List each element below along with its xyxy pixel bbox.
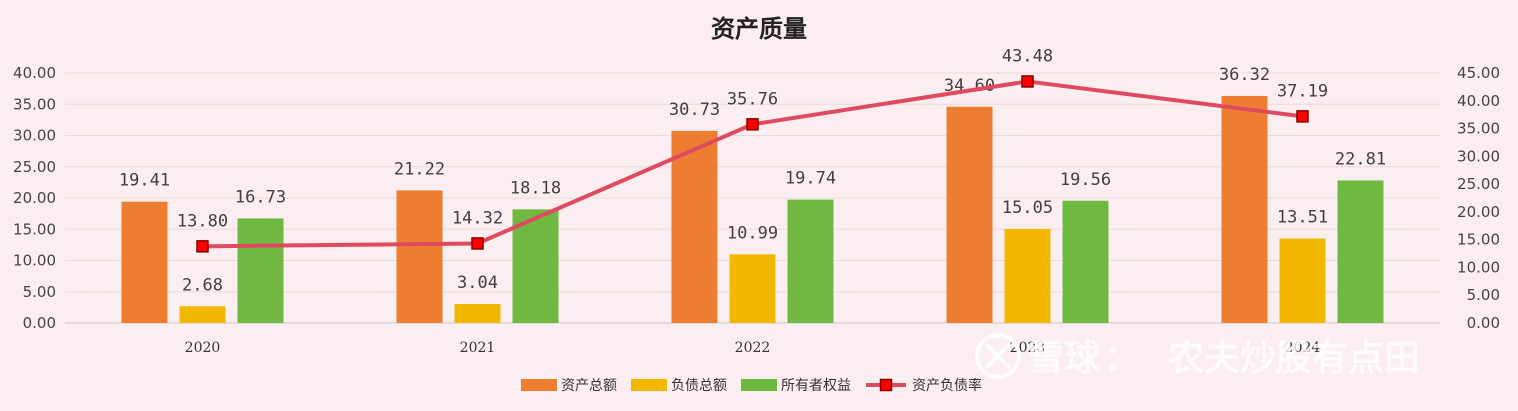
bar-data-label: 18.18 [510,178,561,198]
bar-data-label: 2.68 [182,275,223,295]
category-label: 2022 [735,340,771,356]
legend-label: 所有者权益 [781,378,851,394]
bar-data-label: 10.99 [727,223,778,243]
legend-marker [879,378,893,392]
bar-data-label: 19.41 [119,171,170,191]
bar [1062,200,1109,323]
right-tick-label: 30.00 [1457,147,1500,165]
bar [1221,96,1268,323]
watermark: 雪球 ： 农夫炒股有点田 [975,333,1420,379]
left-tick-label: 20.00 [13,189,56,207]
right-tick-label: 25.00 [1457,175,1500,193]
bar-data-label: 19.56 [1060,170,1111,190]
bar-data-label: 36.32 [1219,65,1270,85]
bar-data-label: 13.51 [1277,208,1328,228]
bar-data-label: 21.22 [394,159,445,179]
bar [729,254,776,323]
legend-label: 资产总额 [561,378,617,394]
bar [1337,180,1384,323]
bar-data-label: 19.74 [785,169,836,189]
line-point [1296,110,1309,123]
category-label: 2021 [460,340,496,356]
bar [237,218,284,323]
left-tick-label: 25.00 [13,158,56,176]
ratio-line: 13.80 14.32 35.76 43.48 37.19 [177,46,1328,253]
legend-swatch [631,379,667,391]
watermark-author: 农夫炒股有点田 [1168,338,1420,379]
right-tick-label: 20.00 [1457,203,1500,221]
bars: 19.41 2.68 16.73 21.22 3.04 18.18 30.73 10.99 19… [119,65,1386,323]
bar [1279,238,1326,323]
bar [396,190,443,323]
line-data-label: 35.76 [727,89,778,109]
legend-swatch [741,379,777,391]
bar-data-label: 16.73 [235,187,286,207]
chart-title: 资产质量 [711,14,807,43]
right-tick-label: 10.00 [1457,258,1500,276]
left-tick-label: 40.00 [13,64,56,82]
legend-label: 负债总额 [671,378,727,394]
gridlines [65,72,1440,324]
bar [946,106,993,323]
right-tick-label: 35.00 [1457,120,1500,138]
line-data-label: 14.32 [452,208,503,228]
right-tick-label: 0.00 [1467,314,1500,332]
left-tick-label: 10.00 [13,252,56,270]
line-data-label: 37.19 [1277,81,1328,101]
category-label: 2020 [185,340,221,356]
line-point [471,237,484,250]
bar-data-label: 15.05 [1002,198,1053,218]
bar [671,130,718,323]
legend-swatch [521,379,557,391]
line-data-label: 13.80 [177,211,228,231]
right-axis: 0.00 5.00 10.00 15.00 20.00 25.00 30.00 35.00 40… [1457,64,1500,332]
watermark-separator: ： [1104,338,1140,379]
left-axis: 0.00 5.00 10.00 15.00 20.00 25.00 30.00 35.00 40… [13,64,56,332]
bar [1004,228,1051,323]
legend-label: 资产负债率 [912,377,982,394]
legend: 资产总额 负债总额 所有者权益 资产负债率 [521,377,982,394]
line-point [196,240,209,253]
category-label: 2024 [1285,340,1321,356]
left-tick-label: 0.00 [23,314,56,332]
line-point [746,118,759,131]
right-tick-label: 40.00 [1457,92,1500,110]
line-point [1021,75,1034,88]
left-tick-label: 35.00 [13,95,56,113]
bar-data-label: 22.81 [1335,149,1386,169]
right-tick-label: 45.00 [1457,64,1500,82]
bar [512,209,559,323]
left-tick-label: 5.00 [23,283,56,301]
bar-data-label: 3.04 [457,273,498,293]
line-data-label: 43.48 [1002,46,1053,66]
bar [121,201,168,323]
bar [787,199,834,323]
right-tick-label: 5.00 [1467,286,1500,304]
watermark-brand: 雪球 [1028,338,1101,379]
left-tick-label: 15.00 [13,220,56,238]
bar [179,306,226,323]
bar [454,304,501,323]
bar-data-label: 30.73 [669,100,720,120]
snowball-logo-icon [975,333,1021,379]
right-tick-label: 15.00 [1457,231,1500,249]
left-tick-label: 30.00 [13,127,56,145]
x-axis: 2020 2021 2022 2023 2024 [185,340,1321,356]
